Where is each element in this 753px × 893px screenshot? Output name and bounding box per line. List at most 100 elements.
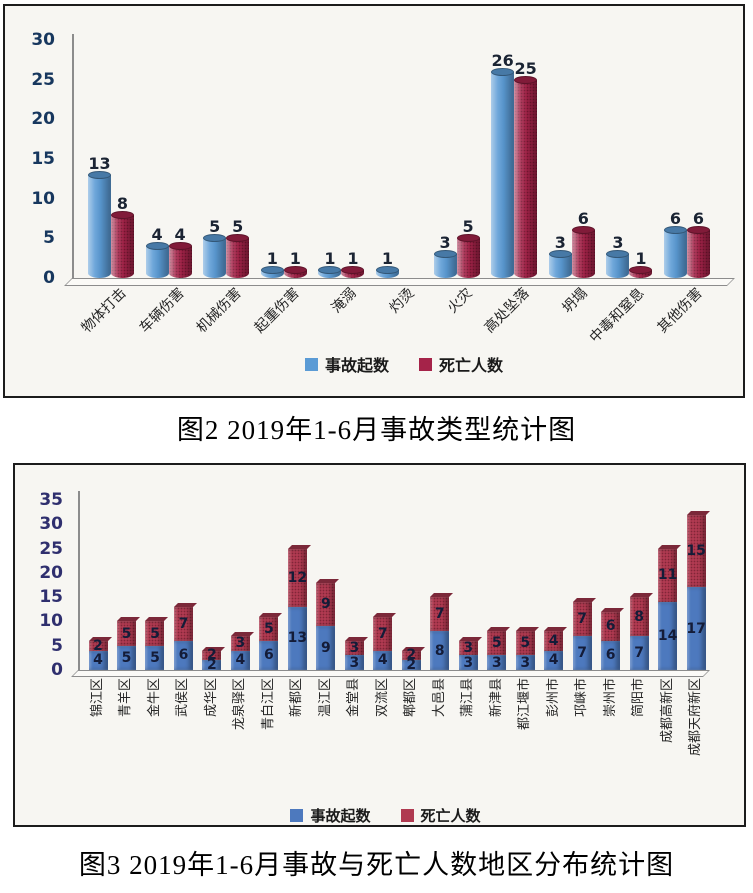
accidents-cylinder-bar <box>260 266 284 278</box>
segment-value-label: 17 <box>686 620 706 637</box>
accidents-cylinder-bar <box>145 242 169 278</box>
y-tick-label: 10 <box>39 611 63 632</box>
category-label: 中毒和窒息 <box>587 285 649 347</box>
segment-value-label: 7 <box>434 606 445 623</box>
bar-value-label: 5 <box>462 217 474 237</box>
figure3-caption: 图3 2019年1-6月事故与死亡人数地区分布统计图 <box>78 850 675 880</box>
deaths-stacked-segment <box>88 636 112 651</box>
deaths-stacked-segment <box>116 617 140 646</box>
category-label: 武侯区 <box>175 678 191 718</box>
bar-value-label: 25 <box>514 58 537 78</box>
category-label: 成都高新区 <box>659 678 675 744</box>
accidents-legend-swatch-icon <box>290 809 304 822</box>
accidents-cylinder-bar <box>433 250 457 278</box>
segment-value-label: 9 <box>320 640 331 657</box>
deaths-stacked-segment <box>430 593 454 632</box>
bar-shading <box>687 230 710 278</box>
column-top-cap <box>173 602 197 607</box>
segment-value-label: 4 <box>235 652 246 669</box>
deaths-cylinder-bar <box>456 234 480 278</box>
deaths-stacked-segment <box>316 578 340 627</box>
column-top-cap <box>658 544 682 549</box>
legend-item-accidents: 事故起数 <box>290 805 371 826</box>
accidents-stacked-segment <box>173 640 193 670</box>
segment-value-label: 14 <box>657 628 678 644</box>
deaths-cylinder-bar <box>571 226 595 278</box>
accidents-stacked-segment <box>572 636 592 670</box>
category-label: 崇州市 <box>602 678 618 718</box>
bar-value-label: 8 <box>116 193 129 213</box>
category-label: 青羊区 <box>118 678 134 718</box>
category-label: 双流区 <box>374 678 390 718</box>
y-tick-label: 10 <box>31 188 55 209</box>
cylinder-top-cap <box>456 234 480 243</box>
cylinder-top-cap <box>203 234 227 243</box>
segment-value-label: 3 <box>463 640 474 657</box>
bar-shading <box>491 71 515 278</box>
deaths-stacked-segment <box>487 627 511 656</box>
bar-value-label: 6 <box>577 209 589 229</box>
y-tick-label: 0 <box>51 660 63 680</box>
deaths-stacked-segment <box>629 593 653 636</box>
bar-value-label: 1 <box>324 249 336 269</box>
category-label: 成华区 <box>203 678 219 718</box>
segment-value-label: 2 <box>406 657 417 674</box>
cylinder-top-cap <box>168 242 192 251</box>
cylinder-top-cap <box>283 266 307 275</box>
segment-value-label: 6 <box>178 647 189 664</box>
column-top-cap <box>544 627 568 632</box>
deaths-stacked-segment <box>515 627 539 656</box>
segment-value-label: 5 <box>121 649 132 666</box>
legend-item-deaths: 死亡人数 <box>400 805 481 826</box>
category-label: 金牛区 <box>146 678 162 718</box>
accidents-stacked-segment <box>601 640 621 670</box>
figure2-caption: 图2 2019年1-6月事故类型统计图 <box>176 415 577 445</box>
accidents-stacked-segment <box>145 645 165 670</box>
segment-value-label: 9 <box>320 596 331 613</box>
category-label: 车辆伤害 <box>136 285 188 337</box>
bar-value-label: 26 <box>491 50 514 70</box>
cylinder-top-cap <box>571 226 595 235</box>
bar-value-label: 1 <box>266 249 278 269</box>
accidents-cylinder-bar <box>664 226 687 278</box>
segment-value-label: 6 <box>605 647 616 664</box>
cylinder-top-cap <box>376 266 399 275</box>
deaths-legend-swatch-icon <box>400 809 414 822</box>
deaths-stacked-segment <box>373 612 397 651</box>
segment-value-label: 13 <box>287 630 308 647</box>
bar-value-label: 3 <box>554 233 566 253</box>
y-tick-label: 25 <box>39 538 63 559</box>
bar-shading <box>111 214 134 278</box>
segment-value-label: 5 <box>491 635 502 652</box>
bar-value-label: 6 <box>669 209 682 229</box>
category-label: 成都天府新区 <box>688 678 704 757</box>
y-tick-label: 35 <box>39 490 63 510</box>
deaths-cylinder-bar <box>283 266 307 278</box>
column-top-cap <box>686 510 710 515</box>
y-tick-label: 0 <box>43 268 55 288</box>
bar-value-label: 4 <box>174 225 186 245</box>
deaths-stacked-segment <box>686 510 710 588</box>
bar-shading <box>226 238 250 278</box>
segment-value-label: 3 <box>349 654 360 671</box>
bar-shading <box>376 270 399 278</box>
deaths-legend-label: 死亡人数 <box>420 807 481 825</box>
segment-value-label: 7 <box>178 615 189 632</box>
y-tick-label: 20 <box>39 562 63 583</box>
cylinder-top-cap <box>664 226 687 235</box>
category-label: 简阳市 <box>631 678 647 718</box>
y-tick-label: 15 <box>31 149 55 170</box>
segment-value-label: 3 <box>235 635 246 652</box>
bar-value-label: 1 <box>347 249 359 269</box>
y-tick-label: 15 <box>39 587 63 608</box>
deaths-stacked-segment <box>572 598 596 636</box>
cylinder-top-cap <box>88 170 111 179</box>
segment-value-label: 11 <box>657 567 678 584</box>
accident-type-chart: 0 5 10 15 20 25 30 13 8 物体打击 4 4 车辆伤害 5 5 机械伤害 1 1 起重伤害 1 1 淹… <box>5 6 743 396</box>
cylinder-top-cap <box>433 250 457 259</box>
column-top-cap <box>515 627 539 632</box>
accidents-cylinder-bar <box>491 67 515 278</box>
accidents-stacked-segment <box>458 655 478 670</box>
y-tick-label: 25 <box>31 69 55 90</box>
